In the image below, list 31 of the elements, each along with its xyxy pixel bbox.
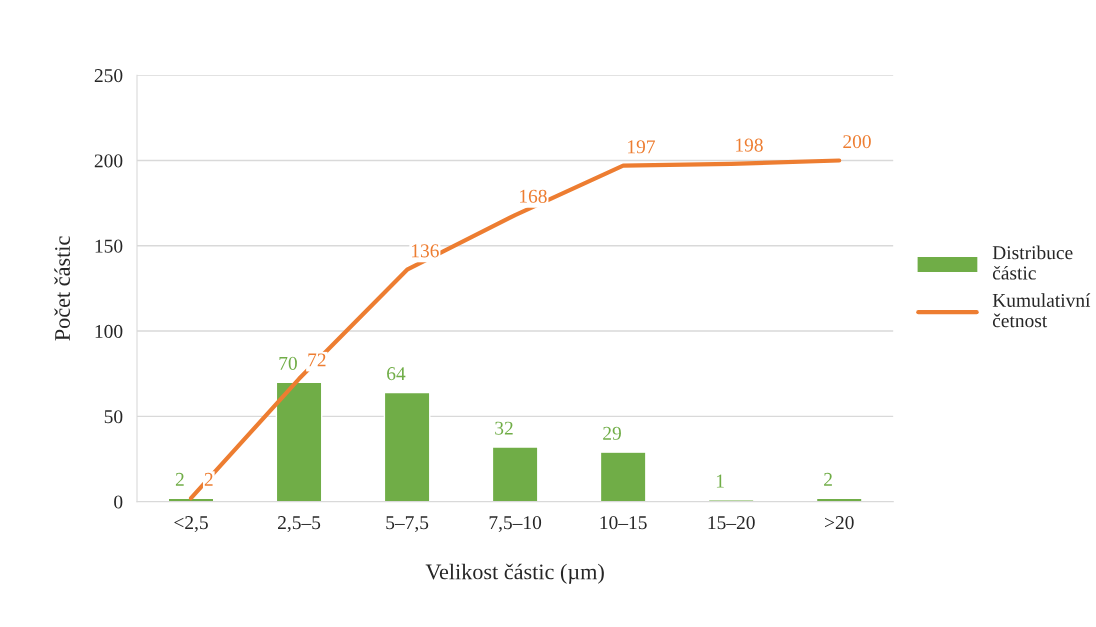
y-tick-label: 100	[95, 324, 123, 338]
data-label: 2	[204, 472, 213, 486]
x-tick-label: <2,5	[174, 516, 208, 532]
data-label: 200	[843, 135, 871, 149]
y-axis-title: Počet částic	[54, 236, 70, 341]
data-label: 70	[279, 356, 297, 370]
data-label: 64	[387, 367, 406, 381]
data-label: 2	[824, 472, 832, 486]
data-label: 72	[308, 353, 326, 367]
x-tick-label: 5–7,5	[386, 516, 429, 532]
data-label: 198	[736, 138, 763, 152]
x-axis-title: Velikost částic (µm)	[425, 563, 604, 584]
data-label: 29	[603, 426, 621, 440]
data-label: 197	[628, 140, 655, 154]
legend-label: Kumulativní četnost	[992, 293, 1091, 328]
y-tick-label: 50	[104, 410, 123, 424]
x-tick-label: 10–15	[600, 516, 647, 530]
x-tick-label: 7,5–10	[489, 516, 542, 532]
data-label: 32	[495, 421, 513, 435]
y-tick-label: 0	[114, 495, 123, 509]
y-tick-label: 250	[94, 69, 123, 83]
x-tick-label: 2,5–5	[278, 516, 321, 532]
data-label: 2	[175, 472, 184, 486]
y-tick-label: 200	[94, 154, 123, 168]
data-label: 136	[411, 244, 439, 258]
legend-label: Distribuce částic	[992, 245, 1073, 280]
y-tick-label: 150	[95, 239, 123, 253]
x-tick-label: 15–20	[708, 516, 755, 530]
data-label: 168	[520, 189, 547, 203]
x-tick-label: >20	[825, 516, 854, 530]
data-label: 1	[716, 474, 724, 488]
